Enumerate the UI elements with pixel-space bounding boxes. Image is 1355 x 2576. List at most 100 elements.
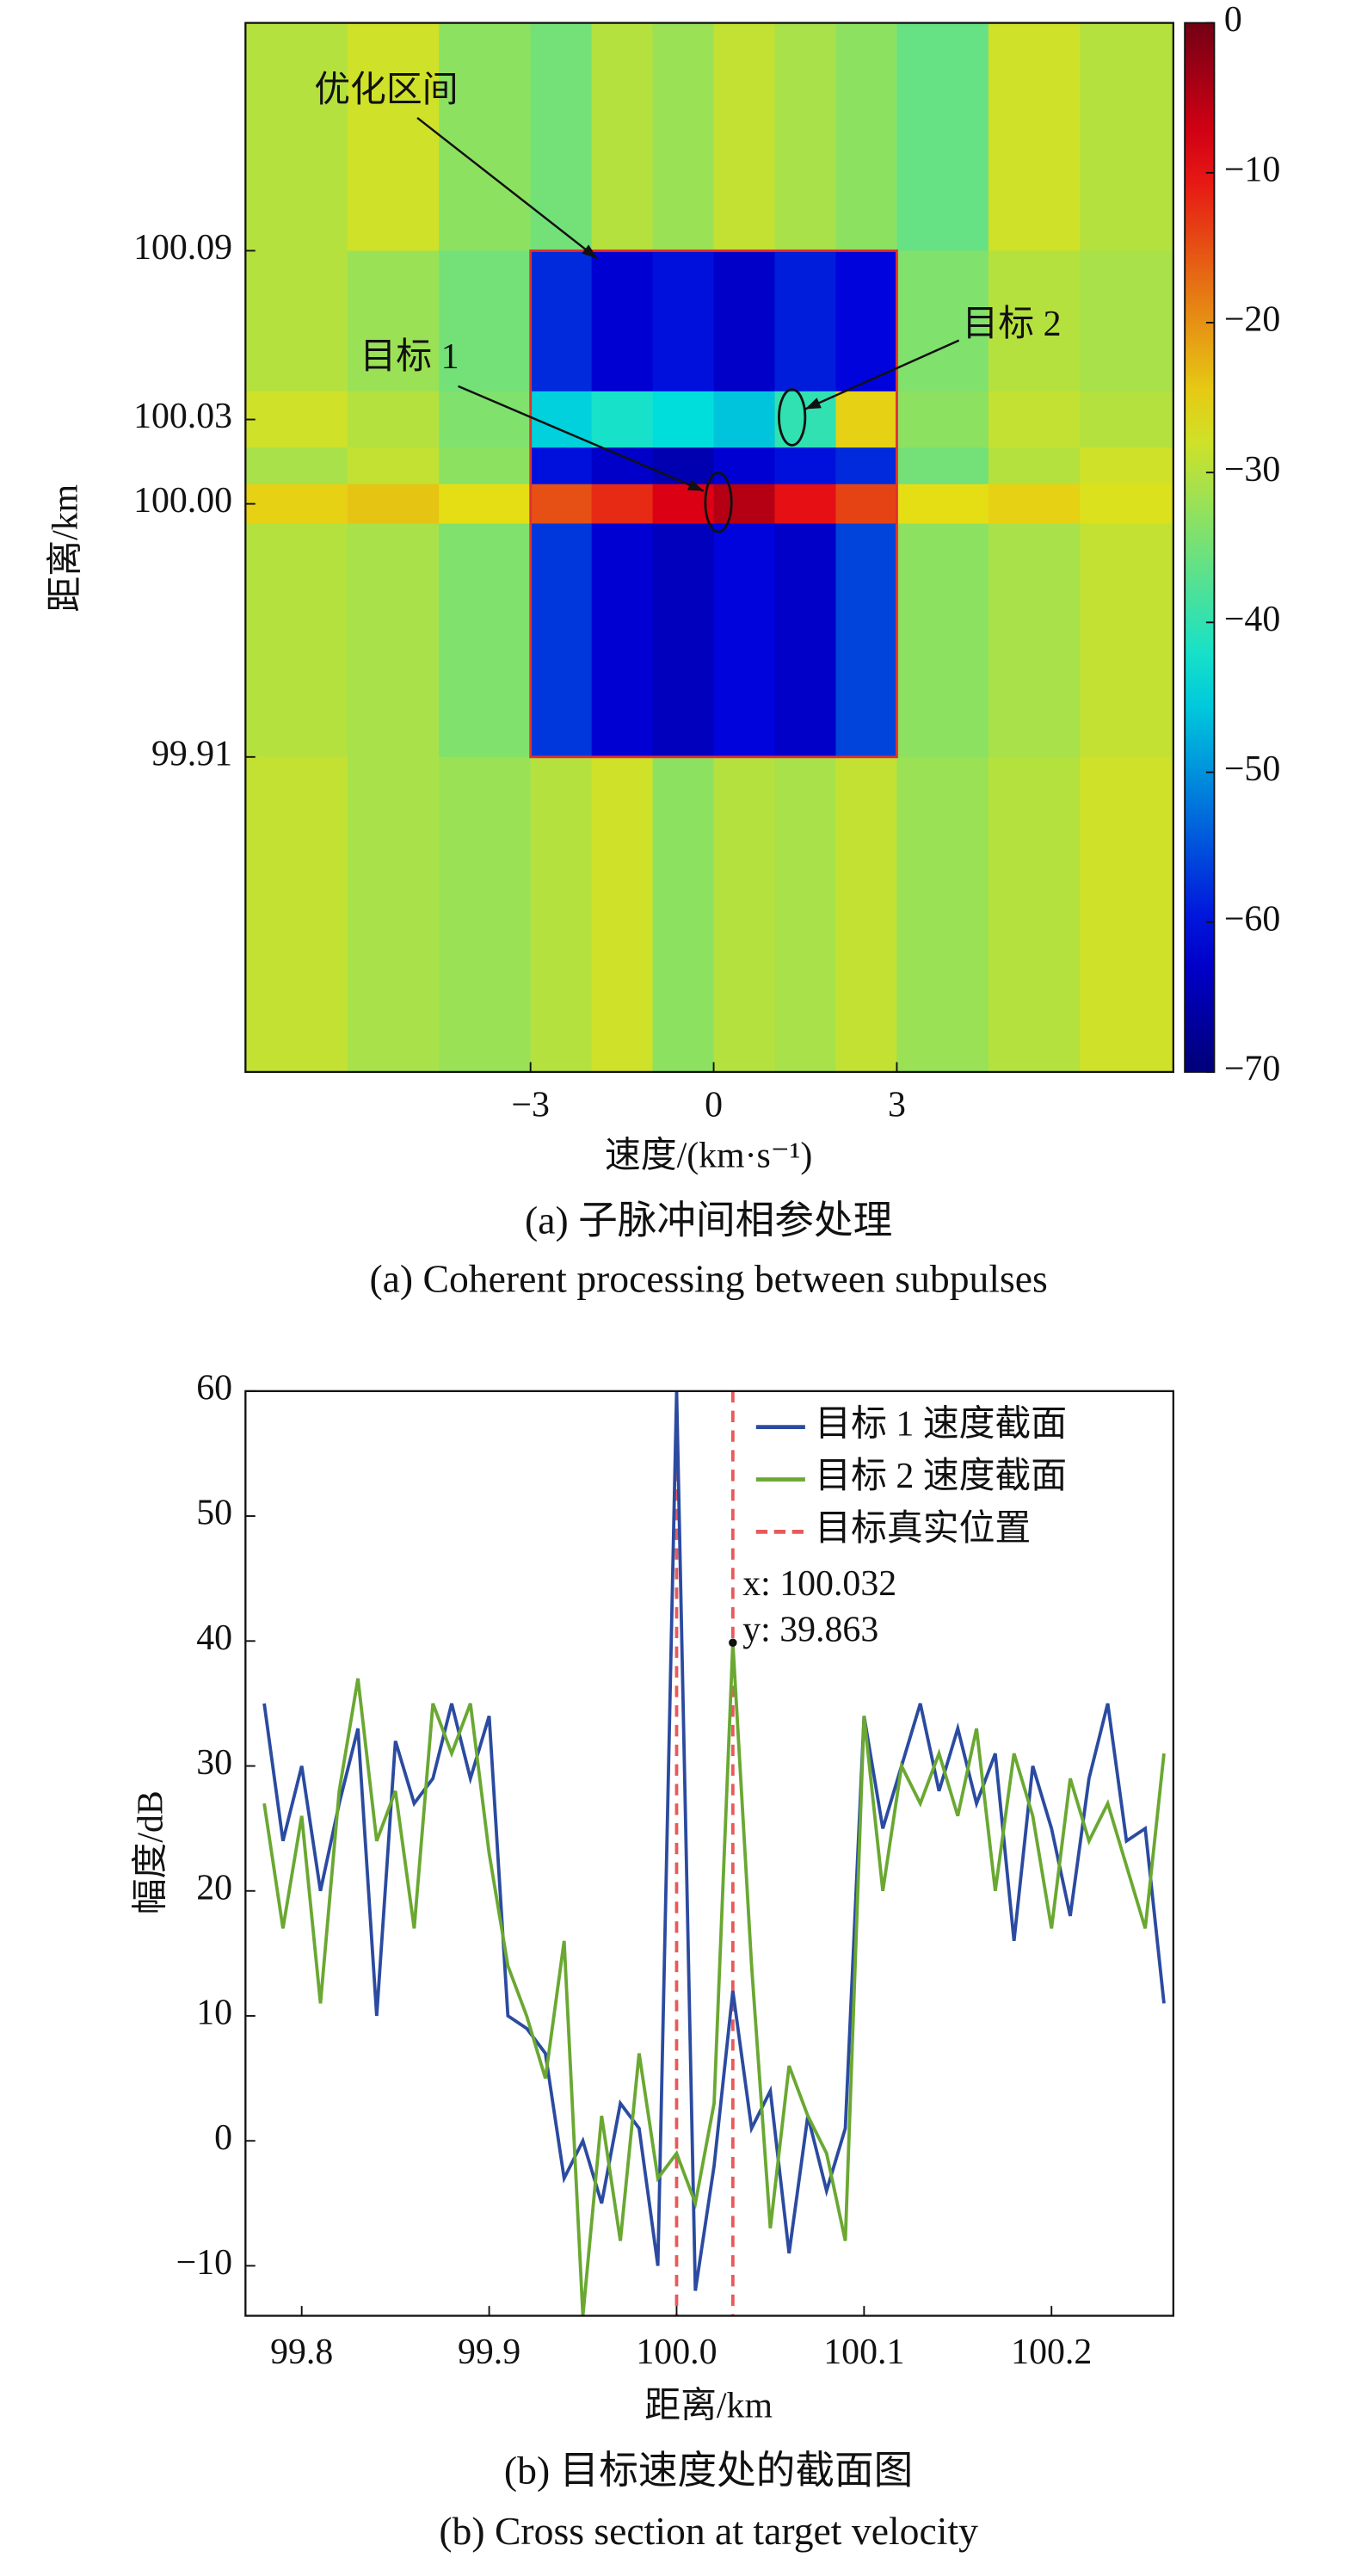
target-marker [778, 388, 807, 447]
y-axis-label: 幅度/dB [131, 1790, 170, 1914]
heat-cell [1080, 756, 1174, 1073]
x-axis-label: 速度/(km·s⁻¹) [605, 1136, 812, 1175]
legend-label: 目标 2 速度截面 [815, 1457, 1067, 1496]
heat-cell [652, 523, 715, 758]
colorbar-tick-label: −50 [1224, 749, 1280, 789]
heat-cell [652, 391, 715, 449]
heat-cell [245, 250, 348, 392]
x-tick-label: 0 [705, 1085, 723, 1125]
heat-cell [896, 484, 989, 525]
x-axis-label: 距离/km [644, 2386, 773, 2426]
x-tick-label: 100.0 [636, 2333, 717, 2372]
heat-cell [988, 447, 1081, 485]
heat-cell [591, 756, 654, 1073]
y-tick-label: 40 [196, 1618, 232, 1658]
y-tick-label: 100.00 [133, 481, 232, 521]
heat-cell [530, 756, 593, 1073]
heat-cell [896, 756, 989, 1073]
annotation: 优化区间 [314, 71, 458, 110]
heat-cell [439, 447, 532, 485]
heat-cell [1080, 22, 1174, 252]
colorbar-tick-label: −30 [1224, 450, 1280, 490]
annotation-point [729, 1638, 737, 1648]
heat-cell [591, 523, 654, 758]
heat-cell [713, 391, 776, 449]
annotation: 目标 1 [360, 337, 459, 377]
arrow-head [582, 244, 598, 259]
heat-cell [1080, 523, 1174, 758]
y-tick-label: 60 [196, 1368, 232, 1408]
x-tick-label: 99.8 [270, 2333, 333, 2372]
heat-cell [988, 250, 1081, 392]
heat-cell [713, 523, 776, 758]
arrow [458, 385, 705, 492]
heat-cell [245, 391, 348, 449]
heat-cell [530, 523, 593, 758]
heat-cell [652, 756, 715, 1073]
colorbar-tick-label: 0 [1224, 0, 1242, 40]
y-tick-label: 100.09 [133, 228, 232, 268]
heat-cell [896, 447, 989, 485]
x-tick-label: 100.1 [823, 2333, 904, 2372]
arrow-head [804, 397, 822, 410]
heat-cell [652, 447, 715, 485]
plot-frame [244, 22, 1174, 1074]
series-line [262, 1390, 1166, 2291]
heat-cell [774, 484, 837, 525]
colorbar-tick-label: −10 [1224, 150, 1280, 189]
heat-cell [530, 447, 593, 485]
heat-cell [245, 756, 348, 1073]
heat-cell [988, 523, 1081, 758]
annotation: y: 39.863 [742, 1610, 878, 1649]
heat-cell [245, 447, 348, 485]
y-tick-label: 30 [196, 1743, 232, 1783]
heat-cell [835, 523, 898, 758]
heat-cell [835, 484, 898, 525]
heat-cell [713, 484, 776, 525]
heat-cell [774, 523, 837, 758]
heat-cell [896, 391, 989, 449]
caption: (a) Coherent processing between subpulse… [369, 1257, 1047, 1301]
colorbar [1184, 22, 1216, 1073]
heat-cell [530, 250, 593, 392]
heat-cell [439, 22, 532, 252]
heat-cell [439, 756, 532, 1073]
heat-cell [347, 391, 440, 449]
colorbar-tick-label: −60 [1224, 899, 1280, 939]
heat-cell [988, 391, 1081, 449]
heat-cell [591, 484, 654, 525]
y-tick-label: 0 [214, 2118, 232, 2158]
arrow [804, 339, 960, 410]
heat-cell [245, 22, 348, 252]
arrow [416, 116, 599, 260]
legend-label: 目标 1 速度截面 [815, 1404, 1067, 1444]
heat-cell [245, 523, 348, 758]
heat-cell [1080, 447, 1174, 485]
heat-cell [835, 391, 898, 449]
x-tick-label: −3 [511, 1085, 550, 1125]
heat-cell [835, 22, 898, 252]
caption: (a) 子脉冲间相参处理 [525, 1198, 892, 1242]
heat-cell [439, 484, 532, 525]
heat-cell [774, 756, 837, 1073]
heat-cell [988, 756, 1081, 1073]
heat-cell [652, 22, 715, 252]
colorbar-tick-label: −40 [1224, 600, 1280, 639]
colorbar-tick-label: −70 [1224, 1050, 1280, 1089]
heat-cell [1080, 391, 1174, 449]
heat-cell [988, 484, 1081, 525]
heat-cell [896, 523, 989, 758]
optimization-box [529, 249, 898, 759]
caption: (b) 目标速度处的截面图 [504, 2449, 913, 2493]
x-tick-label: 99.9 [458, 2333, 520, 2372]
legend-label: 目标真实位置 [815, 1508, 1031, 1549]
heat-cell [774, 250, 837, 392]
heat-cell [347, 523, 440, 758]
plot-frame [244, 1390, 1174, 2317]
heat-cell [347, 484, 440, 525]
heat-cell [530, 484, 593, 525]
heat-cell [1080, 250, 1174, 392]
heat-cell [713, 250, 776, 392]
